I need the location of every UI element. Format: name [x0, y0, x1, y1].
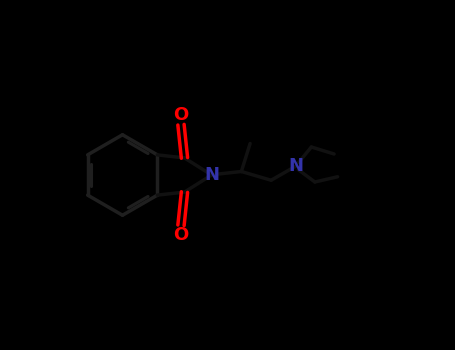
- Text: N: N: [204, 166, 219, 184]
- Text: O: O: [173, 226, 189, 244]
- Text: N: N: [288, 157, 303, 175]
- Text: O: O: [173, 106, 189, 124]
